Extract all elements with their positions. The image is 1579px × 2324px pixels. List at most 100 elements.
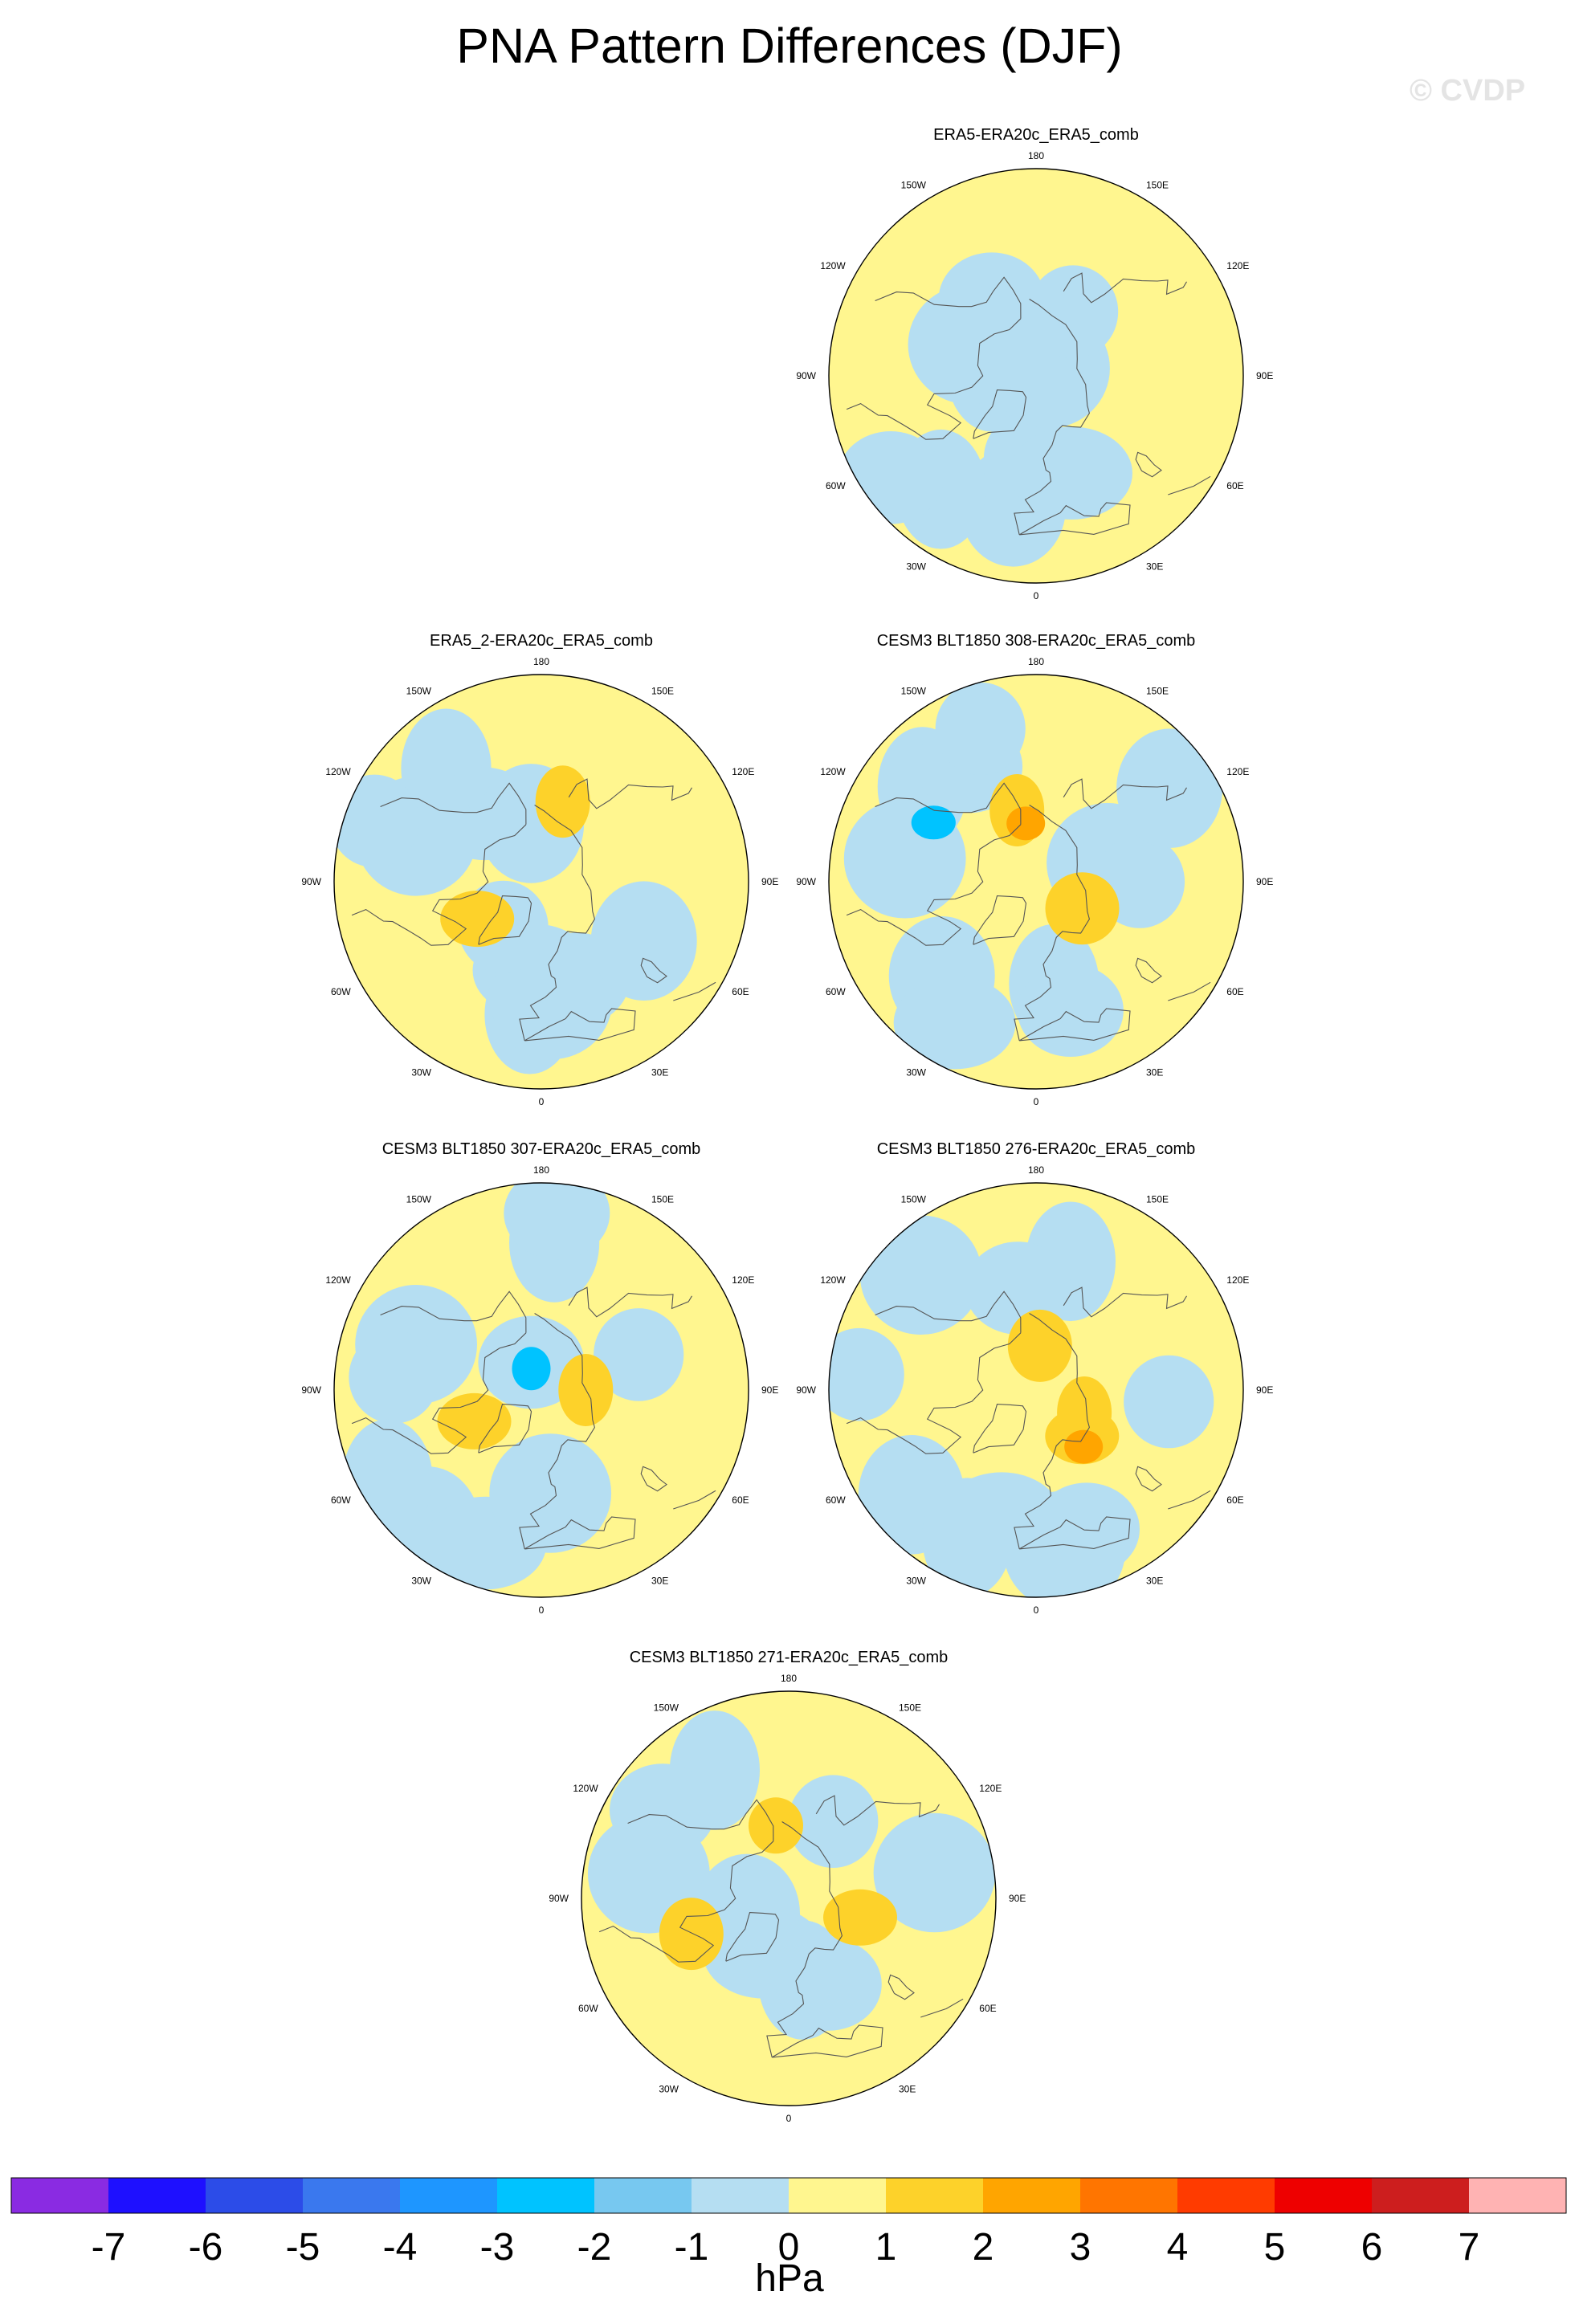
lon-label: 0 xyxy=(1034,1604,1039,1616)
colorbar-swatch xyxy=(692,2178,789,2213)
anomaly-region xyxy=(1010,426,1132,520)
lon-label: 120W xyxy=(820,1274,846,1286)
figure-title: PNA Pattern Differences (DJF) xyxy=(456,18,1123,73)
coastlines xyxy=(351,778,716,1042)
lon-label: 180 xyxy=(1028,150,1044,161)
lon-label: 30E xyxy=(1146,1066,1163,1078)
map-border xyxy=(828,168,1244,584)
lon-label: 120W xyxy=(325,1274,351,1286)
panel-title: CESM3 BLT1850 271-ERA20c_ERA5_comb xyxy=(630,1649,949,1666)
anomaly-region xyxy=(1057,1376,1112,1449)
lon-label: 0 xyxy=(1034,590,1039,601)
lon-label: 90E xyxy=(761,876,778,887)
coastlines xyxy=(846,272,1211,536)
anomaly-region xyxy=(489,1433,612,1553)
colorbar-swatch xyxy=(400,2178,497,2213)
lon-label: 0 xyxy=(539,1604,545,1616)
lon-label: 90W xyxy=(301,1384,321,1396)
colorbar-swatch xyxy=(1177,2178,1275,2213)
anomaly-region xyxy=(829,1327,904,1421)
colorbar-units: hPa xyxy=(755,2257,824,2300)
colorbar-swatch xyxy=(594,2178,692,2213)
lon-label: 30W xyxy=(906,561,926,572)
colorbar-swatch xyxy=(983,2178,1080,2213)
lon-label: 30E xyxy=(1146,561,1163,572)
coastlines xyxy=(846,778,1211,1042)
lon-label: 150E xyxy=(1146,180,1169,191)
map-border xyxy=(828,674,1244,1090)
anomaly-region xyxy=(837,431,944,524)
colorbar-tick-label: -6 xyxy=(189,2226,223,2269)
lon-label: 150E xyxy=(651,1194,674,1205)
map-border xyxy=(581,1690,997,2106)
lon-label: 30W xyxy=(411,1066,431,1078)
colorbar-swatch xyxy=(108,2178,206,2213)
lon-label: 60E xyxy=(1226,480,1243,491)
anomaly-region xyxy=(1124,1355,1214,1449)
lon-label: 180 xyxy=(533,1164,549,1176)
colorbar-tick-label: 2 xyxy=(973,2226,994,2269)
lon-label: 180 xyxy=(1028,656,1044,667)
anomaly-region xyxy=(1028,265,1119,359)
anomaly-region xyxy=(1045,872,1120,945)
colorbar-swatch xyxy=(886,2178,983,2213)
lon-label: 30E xyxy=(651,1575,668,1586)
colorbar-swatch xyxy=(1080,2178,1177,2213)
anomaly-region xyxy=(512,1347,551,1391)
lon-label: 60W xyxy=(331,986,351,997)
colorbar-tick-label: -7 xyxy=(92,2226,126,2269)
colorbar-tick-label: 4 xyxy=(1167,2226,1189,2269)
lon-label: 0 xyxy=(1034,1096,1039,1107)
lon-label: 30E xyxy=(651,1066,668,1078)
anomaly-region xyxy=(437,1392,512,1449)
colorbar-swatch xyxy=(497,2178,594,2213)
lon-label: 180 xyxy=(533,656,549,667)
lon-label: 60W xyxy=(578,2003,598,2014)
lon-label: 120E xyxy=(732,1274,754,1286)
lon-label: 120W xyxy=(325,766,351,777)
lon-label: 30W xyxy=(411,1575,431,1586)
lon-label: 90W xyxy=(301,876,321,887)
anomaly-region xyxy=(504,1183,610,1260)
panel-title: CESM3 BLT1850 276-ERA20c_ERA5_comb xyxy=(877,1140,1196,1158)
lon-label: 120E xyxy=(979,1783,1002,1794)
lon-label: 120E xyxy=(1226,766,1249,777)
colorbar-tick-label: 1 xyxy=(875,2226,897,2269)
lon-label: 60W xyxy=(331,1494,351,1506)
colorbar-tick-label: -5 xyxy=(286,2226,320,2269)
colorbar-swatch xyxy=(303,2178,400,2213)
lon-label: 120E xyxy=(1226,1274,1249,1286)
colorbar-tick-label: 7 xyxy=(1459,2226,1480,2269)
anomaly-region xyxy=(823,1889,897,1946)
colorbar-tick-label: -2 xyxy=(577,2226,612,2269)
colorbar-tick-label: -3 xyxy=(480,2226,515,2269)
coastlines xyxy=(846,1286,1211,1550)
lon-label: 30E xyxy=(899,2083,916,2094)
coastlines xyxy=(351,1286,716,1550)
lon-label: 150W xyxy=(654,1702,679,1714)
lon-label: 90W xyxy=(549,1893,569,1904)
panel-title: ERA5_2-ERA20c_ERA5_comb xyxy=(430,632,653,650)
anomaly-region xyxy=(1003,1490,1126,1597)
colorbar-tick-label: 5 xyxy=(1264,2226,1286,2269)
lon-label: 150E xyxy=(1146,1194,1169,1205)
colorbar-swatch xyxy=(789,2178,886,2213)
lon-label: 120W xyxy=(820,766,846,777)
lon-label: 150W xyxy=(901,180,927,191)
anomaly-region xyxy=(893,976,1016,1070)
lon-label: 60W xyxy=(826,1494,846,1506)
colorbar-swatch xyxy=(1275,2178,1372,2213)
lon-label: 60E xyxy=(732,986,749,997)
map-panel-5: CESM3 BLT1850 276-ERA20c_ERA5_comb 180 150… xyxy=(796,1140,1273,1616)
lon-label: 150E xyxy=(651,686,674,697)
anomaly-region xyxy=(1017,964,1124,1057)
lon-label: 60E xyxy=(979,2003,996,2014)
map-panel-4: CESM3 BLT1850 307-ERA20c_ERA5_comb 180 150… xyxy=(301,1140,778,1616)
lon-label: 30W xyxy=(906,1575,926,1586)
anomaly-region xyxy=(535,765,590,838)
lon-label: 120W xyxy=(573,1783,598,1794)
panel-title: CESM3 BLT1850 308-ERA20c_ERA5_comb xyxy=(877,632,1196,650)
lon-label: 90W xyxy=(796,370,816,381)
colorbar-swatch xyxy=(206,2178,303,2213)
anomaly-region xyxy=(590,881,697,1001)
